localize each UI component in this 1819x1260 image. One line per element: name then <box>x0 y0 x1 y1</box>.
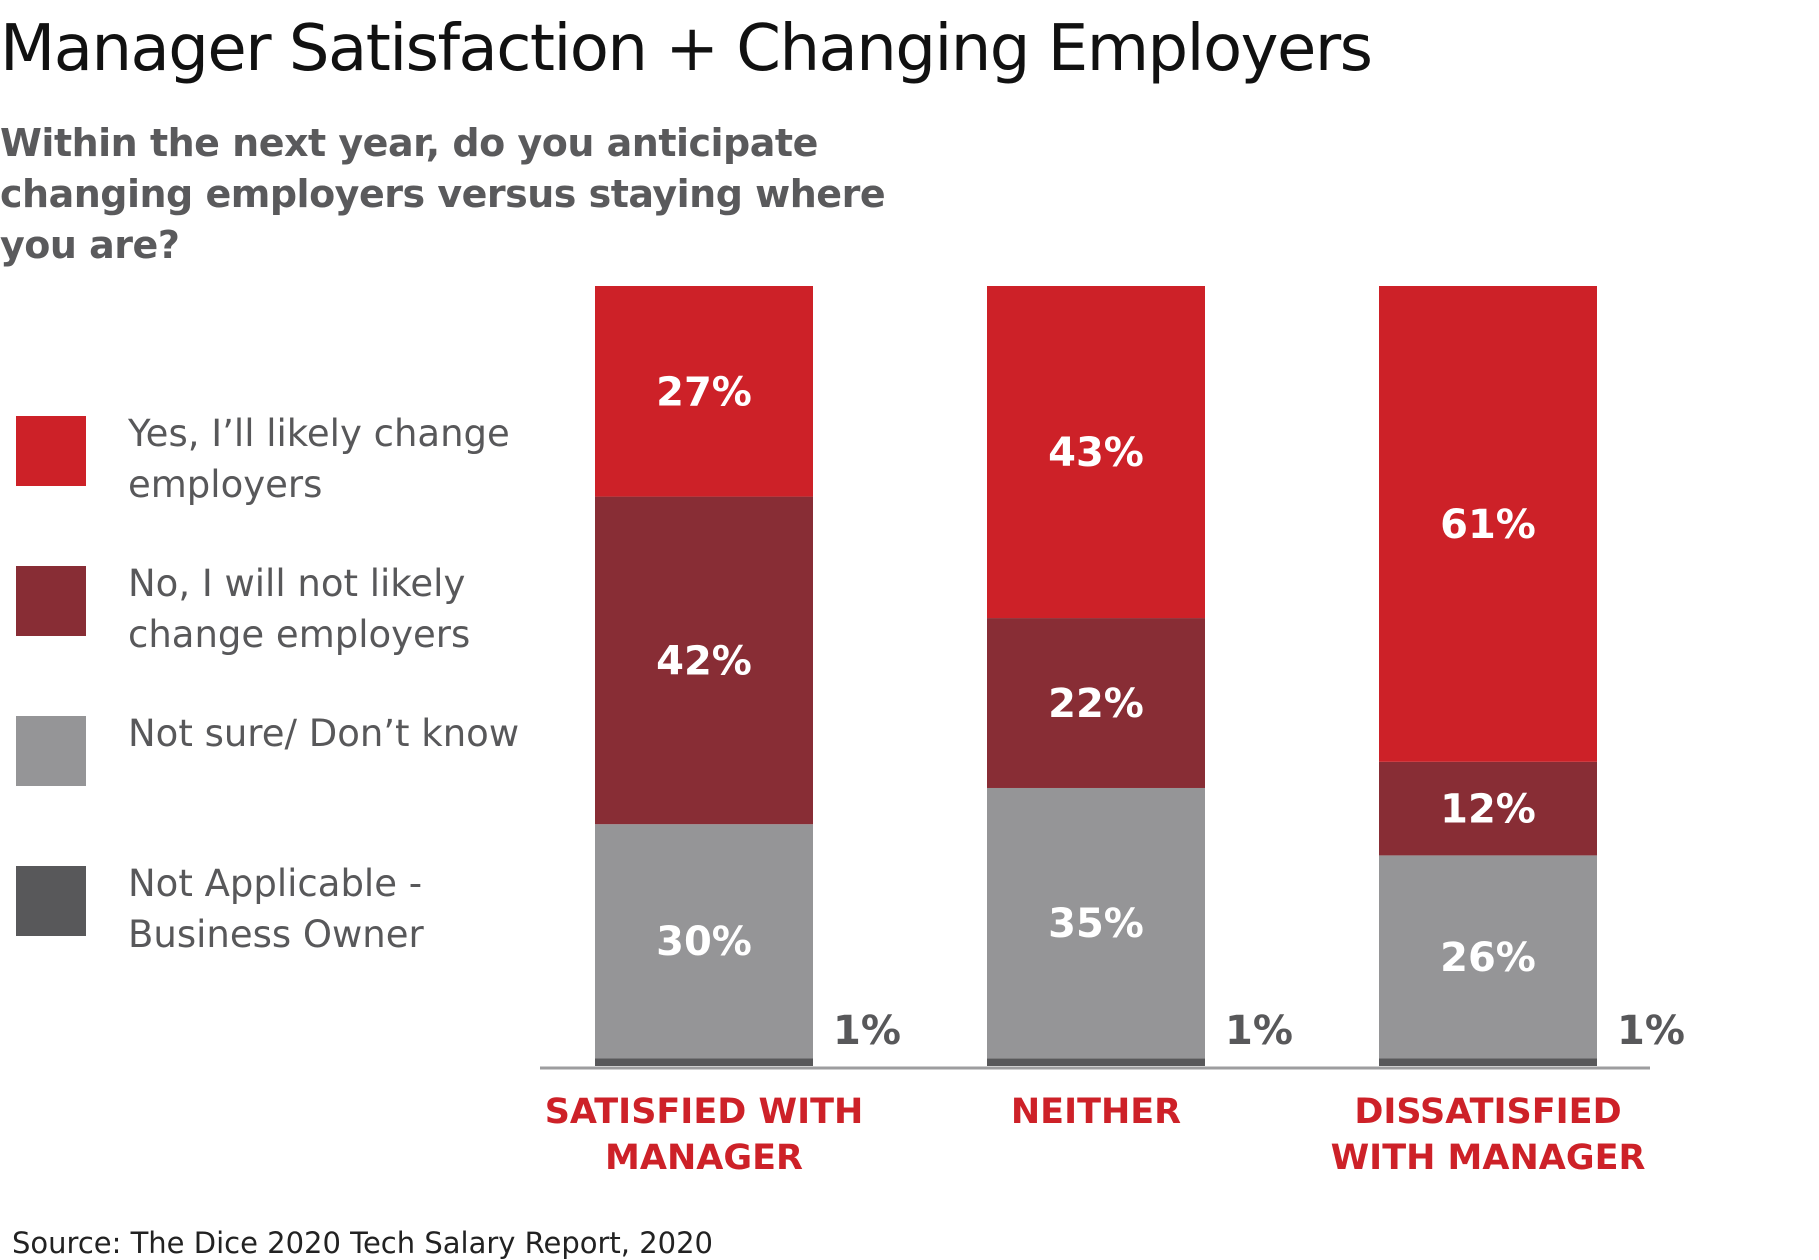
bar-segment-dissatisfied-with-manager-not-applicable-business-owner <box>1379 1058 1597 1066</box>
bar-segment-neither-no-i-will-not-likely-change-employers <box>987 618 1205 788</box>
legend-label-not-applicable: Not Applicable - Business Owner <box>128 862 424 956</box>
chart-title: Manager Satisfaction + Changing Employer… <box>0 12 1373 86</box>
data-label-dissatisfied-with-manager-not-sure-don-t-know: 26% <box>1440 935 1536 981</box>
legend-swatch-not-sure <box>16 716 86 786</box>
legend-swatch-no <box>16 566 86 636</box>
legend-item-no: No, I will not likely change employers <box>16 562 536 686</box>
legend-label-yes: Yes, I’ll likely change employers <box>128 412 510 506</box>
legend-item-not-sure: Not sure/ Don’t know <box>16 712 536 836</box>
bar-segment-dissatisfied-with-manager-no-i-will-not-likely-change-employers <box>1379 761 1597 856</box>
data-label-satisfied-with-manager-no-i-will-not-likely-change-employers: 42% <box>656 638 752 684</box>
bar-segment-satisfied-with-manager-yes-i-ll-likely-change-employers <box>595 286 813 497</box>
bar-segment-satisfied-with-manager-not-sure-don-t-know <box>595 824 813 1059</box>
data-label-neither-yes-i-ll-likely-change-employers: 43% <box>1048 430 1144 476</box>
data-label-dissatisfied-with-manager-yes-i-ll-likely-change-employers: 61% <box>1440 502 1536 548</box>
legend-item-not-applicable: Not Applicable - Business Owner <box>16 862 536 986</box>
data-label-neither-not-applicable-business-owner: 1% <box>1225 1008 1293 1054</box>
legend-label-not-sure: Not sure/ Don’t know <box>128 712 520 755</box>
legend-item-yes: Yes, I’ll likely change employers <box>16 412 536 536</box>
data-label-satisfied-with-manager-not-applicable-business-owner: 1% <box>833 1008 901 1054</box>
legend-label-no: No, I will not likely change employers <box>128 562 471 656</box>
bar-segment-satisfied-with-manager-not-applicable-business-owner <box>595 1058 813 1066</box>
data-label-dissatisfied-with-manager-not-applicable-business-owner: 1% <box>1617 1008 1685 1054</box>
category-label-satisfied-with-manager: SATISFIED WITH MANAGER <box>545 1092 864 1178</box>
data-label-satisfied-with-manager-not-sure-don-t-know: 30% <box>656 919 752 965</box>
bar-segment-neither-yes-i-ll-likely-change-employers <box>987 286 1205 619</box>
bar-segment-neither-not-applicable-business-owner <box>987 1058 1205 1066</box>
data-label-neither-no-i-will-not-likely-change-employers: 22% <box>1048 681 1144 727</box>
chart-subtitle: Within the next year, do you anticipate … <box>0 121 886 267</box>
data-label-satisfied-with-manager-yes-i-ll-likely-change-employers: 27% <box>656 369 752 415</box>
bar-segment-satisfied-with-manager-no-i-will-not-likely-change-employers <box>595 496 813 825</box>
category-label-dissatisfied-with-manager: DISSATISFIED WITH MANAGER <box>1331 1092 1646 1178</box>
data-label-neither-not-sure-don-t-know: 35% <box>1048 901 1144 947</box>
data-label-dissatisfied-with-manager-no-i-will-not-likely-change-employers: 12% <box>1440 787 1536 833</box>
bar-segment-dissatisfied-with-manager-not-sure-don-t-know <box>1379 855 1597 1059</box>
legend-swatch-not-applicable <box>16 866 86 936</box>
bar-segment-neither-not-sure-don-t-know <box>987 787 1205 1059</box>
category-label-neither: NEITHER <box>1011 1092 1181 1132</box>
legend-swatch-yes <box>16 416 86 486</box>
source-note: Source: The Dice 2020 Tech Salary Report… <box>12 1226 714 1260</box>
bar-segment-dissatisfied-with-manager-yes-i-ll-likely-change-employers <box>1379 286 1597 762</box>
